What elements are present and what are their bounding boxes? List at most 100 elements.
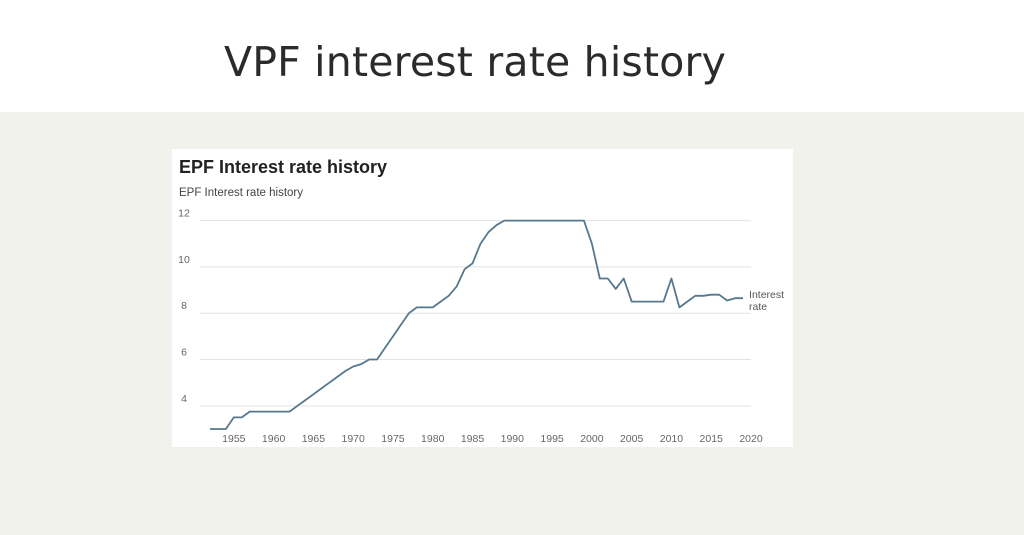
data-point [414,305,419,310]
x-tick-label-1980: 1980 [421,433,445,445]
data-point [566,218,571,223]
data-point [375,357,380,362]
y-tick-label-10: 10 [178,254,190,266]
data-point [430,305,435,310]
y-axis-ticks: 4 6 8 10 12 [178,208,190,405]
data-point [637,299,642,304]
x-tick-label-1975: 1975 [381,433,405,445]
data-point [669,276,674,281]
data-point [390,334,395,339]
data-point [478,241,483,246]
data-point [311,392,316,397]
header-band: VPF interest rate history [0,0,1024,112]
data-point [518,218,523,223]
series-layer [207,218,746,432]
data-point [247,409,252,414]
data-point [685,299,690,304]
data-point [295,403,300,408]
data-point [677,305,682,310]
chart-card: EPF Interest rate history EPF Interest r… [172,149,793,447]
data-point [263,409,268,414]
data-point [335,374,340,379]
x-tick-label-2005: 2005 [620,433,644,445]
x-tick-label-1990: 1990 [501,433,525,445]
data-point [661,299,666,304]
data-point [581,218,586,223]
data-point [470,261,475,266]
data-point [438,299,443,304]
x-tick-label-2020: 2020 [739,433,763,445]
data-point [717,292,722,297]
data-point [725,298,730,303]
legend-label-line1: Interest [749,289,784,301]
data-point [406,311,411,316]
x-tick-label-1995: 1995 [540,433,564,445]
data-point [597,276,602,281]
x-tick-label-1965: 1965 [302,433,326,445]
line-chart: 4 6 8 10 12 1955 1960 1965 1970 1975 1980 1985 1990… [178,208,784,445]
y-tick-label-6: 6 [181,347,187,359]
data-point [629,299,634,304]
data-point [462,267,467,272]
data-point [621,276,626,281]
data-point [542,218,547,223]
data-point [558,218,563,223]
data-point [605,276,610,281]
data-point [653,299,658,304]
data-point [573,218,578,223]
data-point [255,409,260,414]
x-tick-label-2010: 2010 [660,433,684,445]
data-point [502,218,507,223]
data-point [303,398,308,403]
data-point [343,369,348,374]
data-point [534,218,539,223]
data-point [494,223,499,228]
data-point [231,415,236,420]
data-point [327,380,332,385]
data-point [589,241,594,246]
chart-title: EPF Interest rate history [179,157,388,177]
data-point [271,409,276,414]
data-point [741,296,746,301]
y-tick-label-4: 4 [181,393,187,405]
data-point [645,299,650,304]
data-point [693,293,698,298]
y-tick-label-12: 12 [178,208,190,220]
data-point [454,284,459,289]
x-tick-label-1970: 1970 [341,433,365,445]
data-point [359,362,364,367]
x-tick-label-2015: 2015 [700,433,724,445]
data-point [486,230,491,235]
data-point [398,322,403,327]
legend: Interest rate [749,289,784,313]
x-tick-label-1985: 1985 [461,433,485,445]
data-point [207,427,212,432]
data-point [383,345,388,350]
data-point [239,415,244,420]
data-point [367,357,372,362]
data-point [351,364,356,369]
chart-subtitle: EPF Interest rate history [179,187,303,199]
x-tick-label-2000: 2000 [580,433,604,445]
data-point [550,218,555,223]
x-axis-ticks: 1955 1960 1965 1970 1975 1980 1985 1990 1995 2000… [222,433,763,445]
data-point [446,293,451,298]
data-point [510,218,515,223]
x-tick-label-1960: 1960 [262,433,286,445]
x-tick-label-1955: 1955 [222,433,246,445]
data-point [733,296,738,301]
data-point [422,305,427,310]
data-point [613,286,618,291]
data-point [223,427,228,432]
data-point [709,292,714,297]
data-point [279,409,284,414]
gridlines [200,220,751,407]
legend-label-line2: rate [749,301,767,313]
page-title: VPF interest rate history [224,38,727,86]
data-point [319,386,324,391]
y-tick-label-8: 8 [181,300,187,312]
series-line-0 [210,219,743,430]
data-point [526,218,531,223]
data-point [701,293,706,298]
data-point [287,409,292,414]
